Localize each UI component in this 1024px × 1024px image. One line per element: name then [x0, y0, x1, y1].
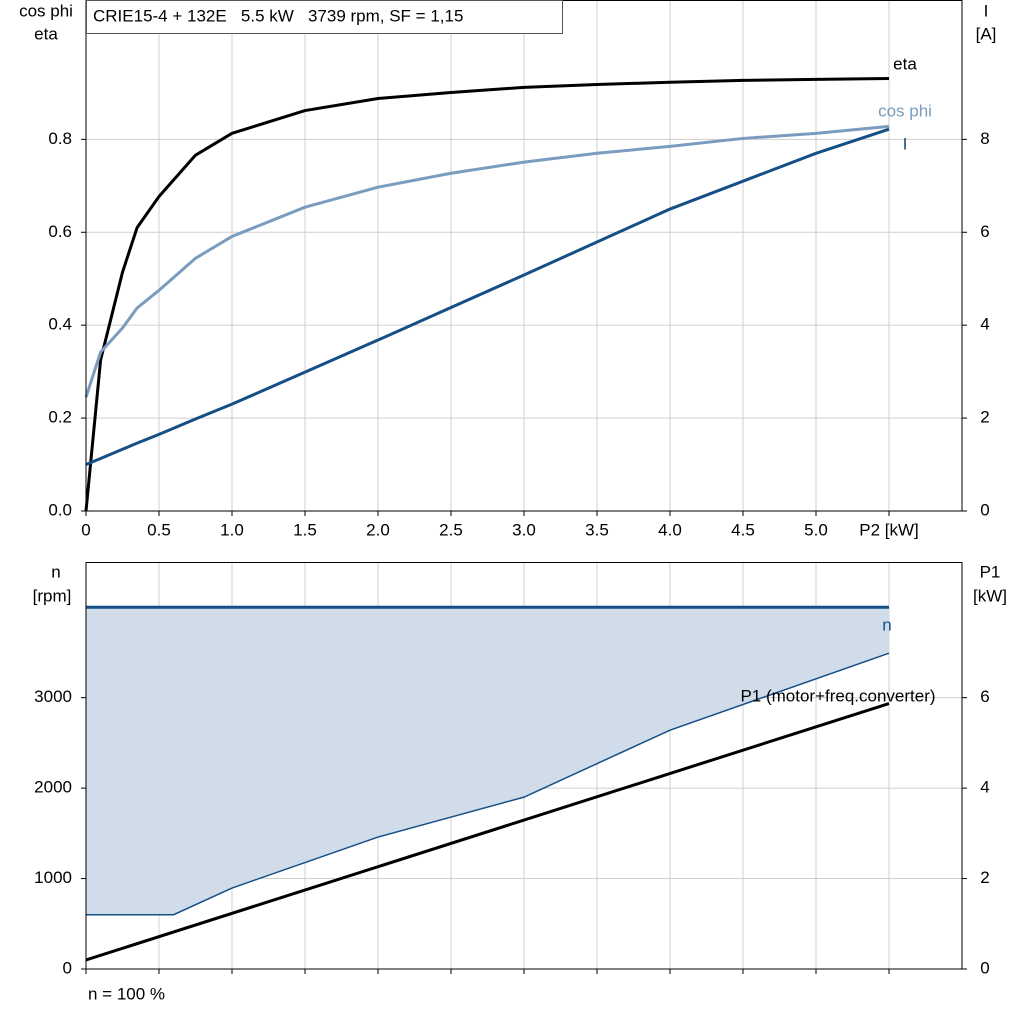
note: n = 100 %: [88, 984, 165, 1003]
title-box: [86, 0, 563, 34]
y2-tick-label: 6: [980, 687, 989, 706]
y-tick-label: 3000: [34, 687, 72, 706]
y2-tick-label: 2: [980, 868, 989, 887]
series-line: [84, 77, 890, 512]
y-tick-label: 0: [63, 958, 72, 977]
x-tick-label: 3.0: [512, 520, 536, 539]
x-tick-label: 0.5: [147, 520, 171, 539]
y2-axis-label: P1: [980, 562, 1001, 581]
y2-tick-label: 4: [980, 778, 989, 797]
series-label: I: [903, 134, 908, 153]
min-speed-line: [86, 652, 890, 916]
x-tick-label: 2.0: [366, 520, 390, 539]
series-line: [85, 702, 890, 962]
y2-axis-label: [kW]: [973, 586, 1007, 605]
y2-tick-label: 4: [980, 315, 989, 334]
x-tick-label: 3.5: [585, 520, 609, 539]
y-axis-label: cos phi: [19, 1, 73, 20]
series-label: P1 (motor+freq.converter): [740, 686, 935, 705]
x-tick-label: 1.5: [293, 520, 317, 539]
x-tick-label: 5.0: [804, 520, 828, 539]
y-tick-label: 0.4: [48, 315, 72, 334]
x-tick-label: 4.5: [731, 520, 755, 539]
y-tick-label: 0.8: [48, 129, 72, 148]
x-tick-label: 2.5: [439, 520, 463, 539]
series-label: n: [882, 615, 891, 634]
y2-tick-label: 0: [980, 500, 989, 519]
series-line: [85, 127, 890, 466]
y2-tick-label: 6: [980, 222, 989, 241]
y-tick-label: 0.0: [48, 500, 72, 519]
x-tick-label: 4.0: [658, 520, 682, 539]
x-tick-label: 0: [81, 520, 90, 539]
chart-title: CRIE15-4 + 132E 5.5 kW 3739 rpm, SF = 1,…: [93, 6, 463, 25]
y-axis-label: [rpm]: [33, 586, 72, 605]
speed-range-area: [86, 607, 889, 915]
y2-tick-label: 0: [980, 958, 989, 977]
y2-tick-label: 8: [980, 129, 989, 148]
y2-tick-label: 2: [980, 408, 989, 427]
x-tick-label: 1.0: [220, 520, 244, 539]
y-tick-label: 0.2: [48, 408, 72, 427]
series-label: cos phi: [878, 101, 932, 120]
series-label: eta: [893, 54, 917, 73]
x-tick-label: P2 [kW]: [859, 520, 919, 539]
series-line: [84, 124, 890, 398]
y-tick-label: 1000: [34, 868, 72, 887]
y-tick-label: 0.6: [48, 222, 72, 241]
y-axis-label: n: [51, 562, 60, 581]
y2-axis-label: I: [984, 1, 989, 20]
y2-axis-label: [A]: [976, 24, 997, 43]
y-tick-label: 2000: [34, 778, 72, 797]
y-axis-label: eta: [34, 24, 58, 43]
